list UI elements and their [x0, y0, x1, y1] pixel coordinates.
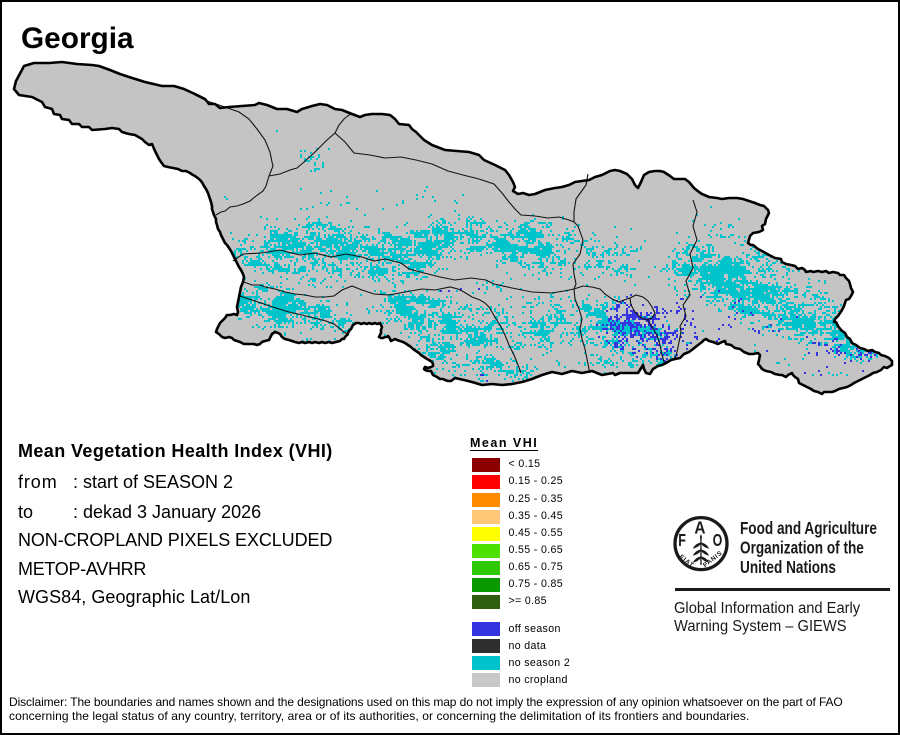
svg-text:A: A — [694, 518, 705, 537]
svg-text:F: F — [678, 531, 686, 551]
svg-text:O: O — [713, 531, 723, 551]
